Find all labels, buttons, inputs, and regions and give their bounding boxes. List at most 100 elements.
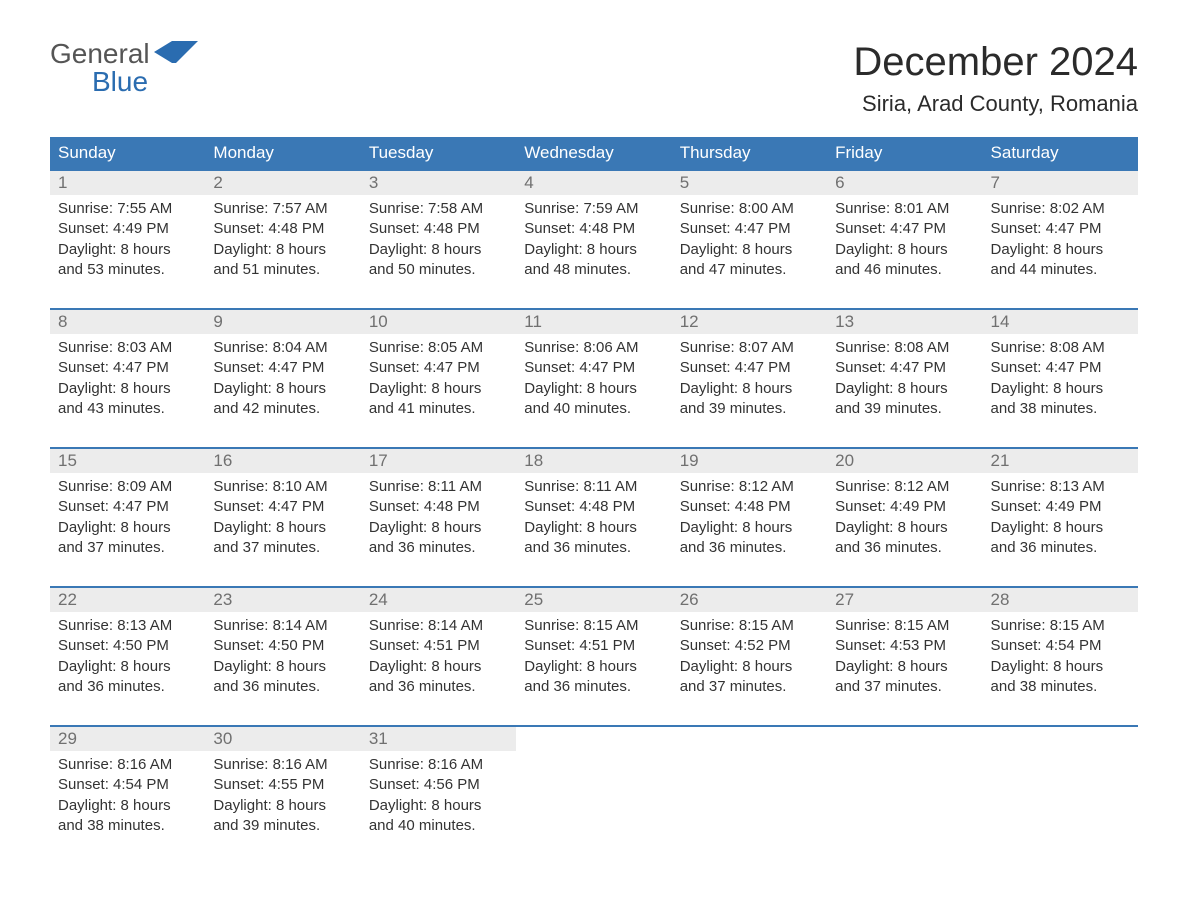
daylight-line: Daylight: 8 hours and 38 minutes. <box>991 657 1130 698</box>
sunset-line: Sunset: 4:53 PM <box>835 636 974 656</box>
sunset-line-value: 4:47 PM <box>579 359 635 376</box>
sunset-line-label: Sunset: <box>213 498 268 515</box>
sunrise-line: Sunrise: 8:12 AM <box>680 477 819 497</box>
sunset-line: Sunset: 4:47 PM <box>680 358 819 378</box>
empty-day-number <box>827 727 982 751</box>
daylight-line-label: Daylight: <box>524 380 587 397</box>
sunset-line-label: Sunset: <box>680 359 735 376</box>
sunrise-line-label: Sunrise: <box>680 200 739 217</box>
daylight-line-label: Daylight: <box>680 519 743 536</box>
empty-day-body <box>516 751 671 864</box>
day-cell: Sunrise: 8:08 AMSunset: 4:47 PMDaylight:… <box>827 334 982 448</box>
sunset-line: Sunset: 4:47 PM <box>680 219 819 239</box>
daylight-line-label: Daylight: <box>58 658 121 675</box>
sunrise-line-label: Sunrise: <box>58 478 117 495</box>
sunset-line-value: 4:48 PM <box>424 220 480 237</box>
daylight-line: Daylight: 8 hours and 38 minutes. <box>991 379 1130 420</box>
sunset-line-label: Sunset: <box>58 498 113 515</box>
sunrise-line-label: Sunrise: <box>369 756 428 773</box>
sunrise-line-label: Sunrise: <box>680 617 739 634</box>
day-cell: Sunrise: 8:14 AMSunset: 4:50 PMDaylight:… <box>205 612 360 726</box>
sunrise-line: Sunrise: 8:10 AM <box>213 477 352 497</box>
daylight-line-label: Daylight: <box>680 380 743 397</box>
empty-day-body <box>827 751 982 864</box>
sunrise-line-value: 8:14 AM <box>428 617 483 634</box>
sunrise-line-label: Sunrise: <box>835 617 894 634</box>
day-cell: Sunrise: 7:55 AMSunset: 4:49 PMDaylight:… <box>50 195 205 309</box>
sunset-line-label: Sunset: <box>991 359 1046 376</box>
daylight-line-label: Daylight: <box>213 519 276 536</box>
day-number: 13 <box>827 310 982 334</box>
day-number: 16 <box>205 449 360 473</box>
sunrise-line-value: 8:01 AM <box>894 200 949 217</box>
sunset-line-value: 4:56 PM <box>424 776 480 793</box>
daylight-line-label: Daylight: <box>835 519 898 536</box>
sunset-line: Sunset: 4:54 PM <box>58 775 197 795</box>
day-number-row: 891011121314 <box>50 310 1138 334</box>
daylight-line-label: Daylight: <box>213 658 276 675</box>
sunrise-line-label: Sunrise: <box>369 339 428 356</box>
sunset-line: Sunset: 4:47 PM <box>369 358 508 378</box>
sunrise-line-label: Sunrise: <box>58 617 117 634</box>
sunset-line-label: Sunset: <box>991 220 1046 237</box>
daylight-line-label: Daylight: <box>58 380 121 397</box>
sunrise-line: Sunrise: 8:12 AM <box>835 477 974 497</box>
sunrise-line-label: Sunrise: <box>58 756 117 773</box>
daylight-line-label: Daylight: <box>369 241 432 258</box>
daylight-line: Daylight: 8 hours and 41 minutes. <box>369 379 508 420</box>
daylight-line: Daylight: 8 hours and 39 minutes. <box>835 379 974 420</box>
sunset-line-value: 4:47 PM <box>113 359 169 376</box>
sunrise-line-value: 8:06 AM <box>583 339 638 356</box>
daylight-line: Daylight: 8 hours and 36 minutes. <box>835 518 974 559</box>
sunset-line-value: 4:47 PM <box>890 359 946 376</box>
sunset-line-value: 4:47 PM <box>268 359 324 376</box>
sunrise-line-value: 8:04 AM <box>273 339 328 356</box>
sunset-line: Sunset: 4:50 PM <box>58 636 197 656</box>
day-of-week-header: Tuesday <box>361 137 516 170</box>
location-subtitle: Siria, Arad County, Romania <box>853 91 1138 117</box>
sunset-line-label: Sunset: <box>680 498 735 515</box>
sunset-line-label: Sunset: <box>835 498 890 515</box>
sunrise-line-label: Sunrise: <box>991 478 1050 495</box>
sunrise-line-value: 8:08 AM <box>894 339 949 356</box>
day-number: 11 <box>516 310 671 334</box>
daylight-line-label: Daylight: <box>835 241 898 258</box>
day-number: 14 <box>983 310 1138 334</box>
sunrise-line-value: 7:58 AM <box>428 200 483 217</box>
sunset-line-label: Sunset: <box>369 498 424 515</box>
daylight-line: Daylight: 8 hours and 37 minutes. <box>835 657 974 698</box>
empty-day-body <box>983 751 1138 864</box>
sunset-line: Sunset: 4:48 PM <box>524 497 663 517</box>
sunset-line: Sunset: 4:56 PM <box>369 775 508 795</box>
day-body-row: Sunrise: 8:03 AMSunset: 4:47 PMDaylight:… <box>50 334 1138 448</box>
logo-word-blue: Blue <box>50 68 198 96</box>
daylight-line-label: Daylight: <box>213 797 276 814</box>
sunset-line-label: Sunset: <box>369 637 424 654</box>
day-cell: Sunrise: 7:59 AMSunset: 4:48 PMDaylight:… <box>516 195 671 309</box>
month-title: December 2024 <box>853 40 1138 85</box>
sunset-line-value: 4:47 PM <box>735 220 791 237</box>
sunset-line-value: 4:47 PM <box>890 220 946 237</box>
sunrise-line-value: 8:05 AM <box>428 339 483 356</box>
day-number: 27 <box>827 588 982 612</box>
day-cell: Sunrise: 8:05 AMSunset: 4:47 PMDaylight:… <box>361 334 516 448</box>
daylight-line: Daylight: 8 hours and 36 minutes. <box>213 657 352 698</box>
sunrise-line-label: Sunrise: <box>213 617 272 634</box>
daylight-line: Daylight: 8 hours and 43 minutes. <box>58 379 197 420</box>
sunset-line-value: 4:47 PM <box>113 498 169 515</box>
sunset-line: Sunset: 4:48 PM <box>680 497 819 517</box>
sunrise-line: Sunrise: 8:05 AM <box>369 338 508 358</box>
sunset-line: Sunset: 4:49 PM <box>991 497 1130 517</box>
sunset-line-label: Sunset: <box>58 359 113 376</box>
sunset-line: Sunset: 4:48 PM <box>369 219 508 239</box>
day-cell: Sunrise: 8:12 AMSunset: 4:49 PMDaylight:… <box>827 473 982 587</box>
sunset-line-label: Sunset: <box>213 637 268 654</box>
sunrise-line: Sunrise: 8:13 AM <box>58 616 197 636</box>
daylight-line: Daylight: 8 hours and 42 minutes. <box>213 379 352 420</box>
day-number-row: 22232425262728 <box>50 588 1138 612</box>
daylight-line-label: Daylight: <box>680 241 743 258</box>
sunset-line: Sunset: 4:52 PM <box>680 636 819 656</box>
sunset-line-label: Sunset: <box>524 220 579 237</box>
sunset-line-label: Sunset: <box>369 220 424 237</box>
sunset-line-label: Sunset: <box>680 220 735 237</box>
